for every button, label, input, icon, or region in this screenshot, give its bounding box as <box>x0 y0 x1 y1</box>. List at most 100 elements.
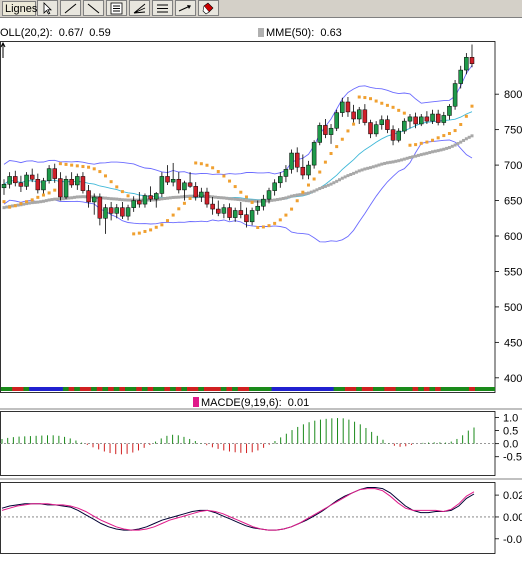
sar-dot <box>352 122 356 126</box>
mme-point <box>315 188 319 192</box>
sar-dot <box>166 219 170 223</box>
candle-body <box>103 207 108 219</box>
sar-dot <box>431 138 435 142</box>
trend-strip-segment <box>12 387 19 391</box>
sar-dot <box>459 122 463 126</box>
fan-lines-icon[interactable] <box>129 0 150 16</box>
mme-point <box>166 196 170 200</box>
mme-point <box>120 198 124 202</box>
candle-body <box>41 180 46 191</box>
price-tick-label: 550 <box>504 266 522 278</box>
candle-body <box>176 179 182 191</box>
mme-point <box>281 197 285 201</box>
sar-dot <box>374 99 378 103</box>
sar-dot <box>408 143 412 147</box>
candle-body <box>221 207 227 214</box>
mme-point <box>216 196 220 200</box>
trend-strip-segment <box>6 387 13 391</box>
sar-dot <box>318 170 322 174</box>
mme-point <box>459 140 463 144</box>
candle-body <box>86 190 91 203</box>
mme-point <box>360 168 364 172</box>
mme-point <box>247 199 251 203</box>
sar-dot <box>261 225 265 229</box>
macd-legend-text: MACDE(9,19,6): 0.01 <box>201 397 310 409</box>
text-note-icon[interactable] <box>106 0 127 16</box>
line-tool-icon[interactable] <box>60 0 81 16</box>
candle-body <box>289 152 294 170</box>
trend-strip-segment <box>271 387 278 391</box>
candle-body <box>80 176 86 191</box>
candle-body <box>464 57 469 71</box>
mme-point <box>2 206 6 210</box>
sar-dot <box>194 161 198 165</box>
price-tick-label: 750 <box>504 125 522 137</box>
candle-body <box>402 120 407 132</box>
mme-point <box>414 154 418 158</box>
mme-point <box>78 195 82 199</box>
diagonal-line-icon[interactable] <box>83 0 104 16</box>
sar-dot <box>391 105 395 109</box>
trend-strip-segment <box>333 387 340 391</box>
sar-dot <box>256 225 260 229</box>
mme-point <box>242 198 246 202</box>
mme-point <box>402 157 406 161</box>
mme-point <box>103 196 107 200</box>
sar-dot <box>357 95 361 99</box>
bollinger-upper-band <box>3 65 473 175</box>
bollinger-lower-band <box>3 139 473 243</box>
trend-strip-segment <box>316 387 323 391</box>
sar-dot <box>120 190 124 194</box>
mme-point <box>270 198 274 202</box>
macd-tick-label: -0.5 <box>503 452 522 464</box>
mme-point <box>400 158 404 162</box>
candle-body <box>238 210 244 215</box>
sar-dot <box>182 201 186 205</box>
trend-strip-segment <box>406 387 414 391</box>
candle-body <box>137 200 142 205</box>
sar-dot <box>369 97 373 101</box>
trend-strip-segment <box>40 387 47 391</box>
candle-body <box>108 207 114 214</box>
sar-dot <box>137 231 141 235</box>
mme-point <box>112 197 116 201</box>
candle-body <box>52 168 57 179</box>
sar-dot <box>36 195 40 199</box>
macd-tick-label: 1.0 <box>503 413 518 425</box>
sar-dot <box>13 204 17 208</box>
horizontal-lines-icon[interactable] <box>152 0 173 16</box>
eraser-icon[interactable] <box>198 0 219 16</box>
candle-body <box>249 210 255 223</box>
trend-strip-segment <box>389 387 397 391</box>
sar-dot <box>397 108 401 112</box>
candle-body <box>413 116 418 125</box>
trend-strip-segment <box>46 387 53 391</box>
trend-strip-segment <box>23 387 30 391</box>
trend-strip-segment <box>361 387 368 391</box>
bollinger-legend: OLL(20,2): 0.67/ 0.59 <box>0 27 111 39</box>
mme-point <box>171 195 175 199</box>
trend-arrow-icon[interactable] <box>175 0 196 16</box>
sar-dot <box>41 193 45 197</box>
mme-point <box>284 196 288 200</box>
cursor-arrow-icon[interactable] <box>37 0 58 16</box>
trend-strip-segment <box>51 387 58 391</box>
candle-body <box>148 195 153 200</box>
trend-strip-segment <box>254 387 261 391</box>
trend-strip-segment <box>226 387 233 391</box>
trend-strip-segment <box>215 387 222 391</box>
candle-body <box>334 112 339 129</box>
mme-point <box>44 199 48 203</box>
candle-body <box>424 116 430 122</box>
mme-point <box>188 194 192 198</box>
candle-body <box>193 186 198 198</box>
trend-strip-segment <box>108 387 115 391</box>
mme-point <box>135 198 139 202</box>
mme-point <box>70 196 74 200</box>
mme-point <box>343 175 347 179</box>
trend-strip-segment <box>85 387 92 391</box>
mme-point <box>84 195 88 199</box>
candle-body <box>407 116 413 122</box>
line-style-dropdown[interactable]: Lignes <box>2 1 37 16</box>
